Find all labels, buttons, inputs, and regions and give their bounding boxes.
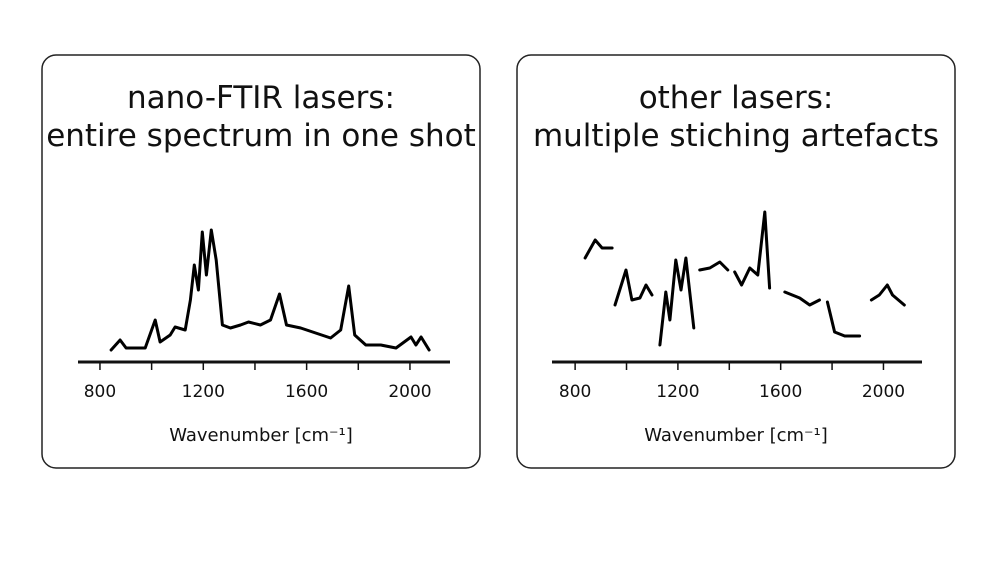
x-tick-label: 2000 xyxy=(862,382,905,402)
x-axis-label: Wavenumber [cm⁻¹] xyxy=(644,425,828,446)
panel-title: multiple stiching artefacts xyxy=(533,118,939,154)
panel-frame xyxy=(516,54,956,469)
panel-frame xyxy=(41,54,481,469)
panel-title: nano-FTIR lasers: xyxy=(127,80,395,116)
x-tick-label: 1200 xyxy=(656,382,699,402)
x-tick-label: 1600 xyxy=(759,382,802,402)
x-tick-label: 1600 xyxy=(285,382,328,402)
x-tick-label: 800 xyxy=(84,382,116,402)
spectrum-line xyxy=(583,210,906,347)
panel-title: other lasers: xyxy=(639,80,834,116)
spectrum-line xyxy=(109,228,431,352)
x-axis-label: Wavenumber [cm⁻¹] xyxy=(169,425,353,446)
panel-title: entire spectrum in one shot xyxy=(46,118,476,154)
x-tick-label: 2000 xyxy=(388,382,431,402)
x-tick-label: 800 xyxy=(559,382,591,402)
x-tick-label: 1200 xyxy=(182,382,225,402)
